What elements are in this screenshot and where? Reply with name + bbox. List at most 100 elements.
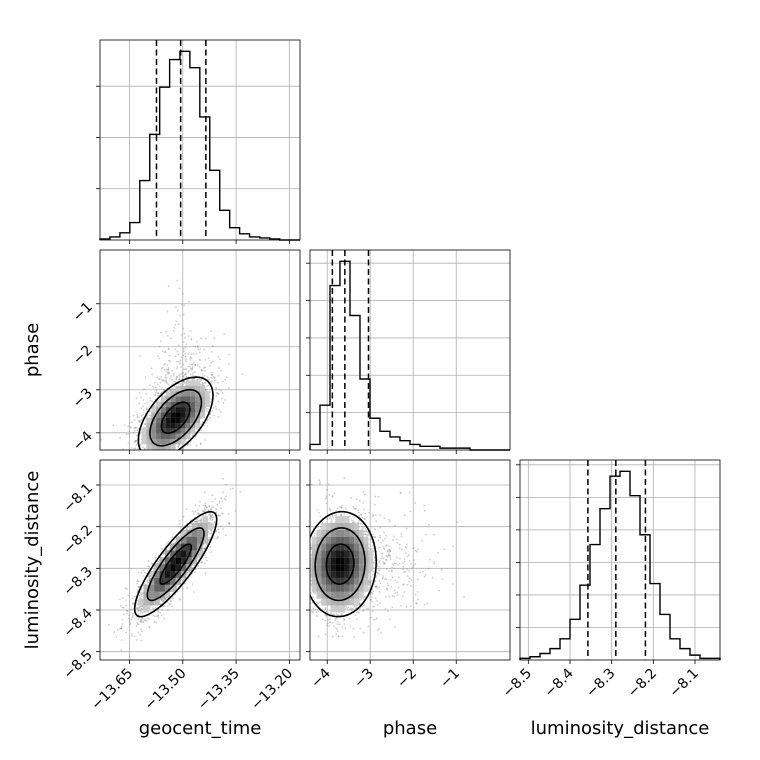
sample-point xyxy=(232,487,234,490)
sample-point xyxy=(182,587,185,590)
sample-point xyxy=(181,375,184,378)
sample-point xyxy=(213,376,216,379)
density-cell xyxy=(165,428,171,434)
sample-point xyxy=(178,522,181,525)
sample-point xyxy=(173,458,175,460)
sample-point xyxy=(219,514,221,517)
sample-point xyxy=(183,577,186,580)
sample-point xyxy=(143,618,146,621)
sample-point xyxy=(159,603,162,606)
sample-point xyxy=(143,447,146,450)
sample-point xyxy=(208,378,211,381)
density-cell xyxy=(180,417,186,424)
sample-point xyxy=(222,402,225,404)
sample-point xyxy=(166,604,169,607)
sample-point xyxy=(158,377,161,380)
sample-point xyxy=(120,627,122,630)
sample-point xyxy=(165,374,167,377)
sample-point xyxy=(120,464,122,466)
sample-point xyxy=(210,374,213,376)
sample-point xyxy=(163,467,165,469)
sample-point xyxy=(144,423,147,426)
sample-point xyxy=(200,368,203,371)
density-cell xyxy=(195,423,201,429)
sample-point xyxy=(141,593,143,595)
sample-point xyxy=(175,378,178,381)
sample-point xyxy=(206,385,209,387)
sample-point xyxy=(151,385,154,388)
sample-point xyxy=(146,463,148,465)
density-cell xyxy=(200,396,205,402)
sample-point xyxy=(182,447,185,450)
sample-point xyxy=(211,345,214,348)
sample-point xyxy=(130,447,133,449)
sample-point xyxy=(179,362,182,365)
sample-point xyxy=(137,585,139,588)
sample-point xyxy=(186,587,189,589)
sample-point xyxy=(208,505,210,508)
sample-point xyxy=(136,579,139,582)
sample-point xyxy=(190,357,193,360)
sample-point xyxy=(150,457,152,459)
sample-point xyxy=(217,514,220,517)
sample-point xyxy=(225,495,227,498)
sample-point xyxy=(164,451,166,453)
sample-point xyxy=(140,418,143,421)
sample-point xyxy=(214,379,216,382)
sample-point xyxy=(148,626,151,629)
sample-point xyxy=(181,372,184,374)
sample-point xyxy=(147,565,150,568)
sample-point xyxy=(169,389,172,392)
density-cell xyxy=(161,444,166,450)
sample-point xyxy=(159,464,161,466)
sample-point xyxy=(191,363,194,366)
sample-point xyxy=(184,373,187,376)
sample-point xyxy=(138,609,141,612)
sample-point xyxy=(208,516,211,519)
sample-point xyxy=(187,369,190,372)
sample-point xyxy=(143,448,146,450)
sample-point xyxy=(210,398,212,401)
sample-point xyxy=(198,505,201,507)
sample-point xyxy=(152,386,155,389)
sample-point xyxy=(144,583,146,585)
sample-point xyxy=(128,421,131,424)
sample-point xyxy=(185,376,188,378)
density-cell xyxy=(156,428,162,434)
sample-point xyxy=(146,401,149,404)
sample-point xyxy=(172,329,175,332)
sample-point xyxy=(153,405,155,407)
sample-point xyxy=(156,456,158,458)
sample-point xyxy=(207,384,210,387)
density-cell xyxy=(175,428,181,434)
sample-point xyxy=(174,452,176,454)
sample-point xyxy=(142,446,144,449)
sample-point xyxy=(118,627,121,630)
y-tick-label: −1 xyxy=(70,299,96,325)
sample-point xyxy=(239,490,242,493)
sample-point xyxy=(192,591,195,593)
density-cell xyxy=(180,412,186,418)
sample-point xyxy=(169,377,171,380)
sample-point xyxy=(195,444,198,447)
sample-point xyxy=(143,411,145,414)
sample-point xyxy=(142,458,144,460)
sample-point xyxy=(186,444,189,447)
sample-point xyxy=(177,444,180,447)
density-cell xyxy=(161,439,166,445)
sample-point xyxy=(183,304,186,307)
sample-point xyxy=(167,371,170,374)
sample-point xyxy=(217,537,219,539)
sample-point xyxy=(164,598,166,601)
sample-point xyxy=(133,427,136,430)
sample-point xyxy=(136,602,138,605)
sample-point xyxy=(176,350,179,353)
sample-point xyxy=(172,388,175,391)
sample-point xyxy=(178,374,180,377)
sample-point xyxy=(130,634,133,637)
density-cell xyxy=(161,396,166,402)
sample-point xyxy=(157,610,160,613)
sample-point xyxy=(217,381,220,384)
histogram-geocent_time xyxy=(99,50,300,241)
sample-point xyxy=(140,414,143,417)
